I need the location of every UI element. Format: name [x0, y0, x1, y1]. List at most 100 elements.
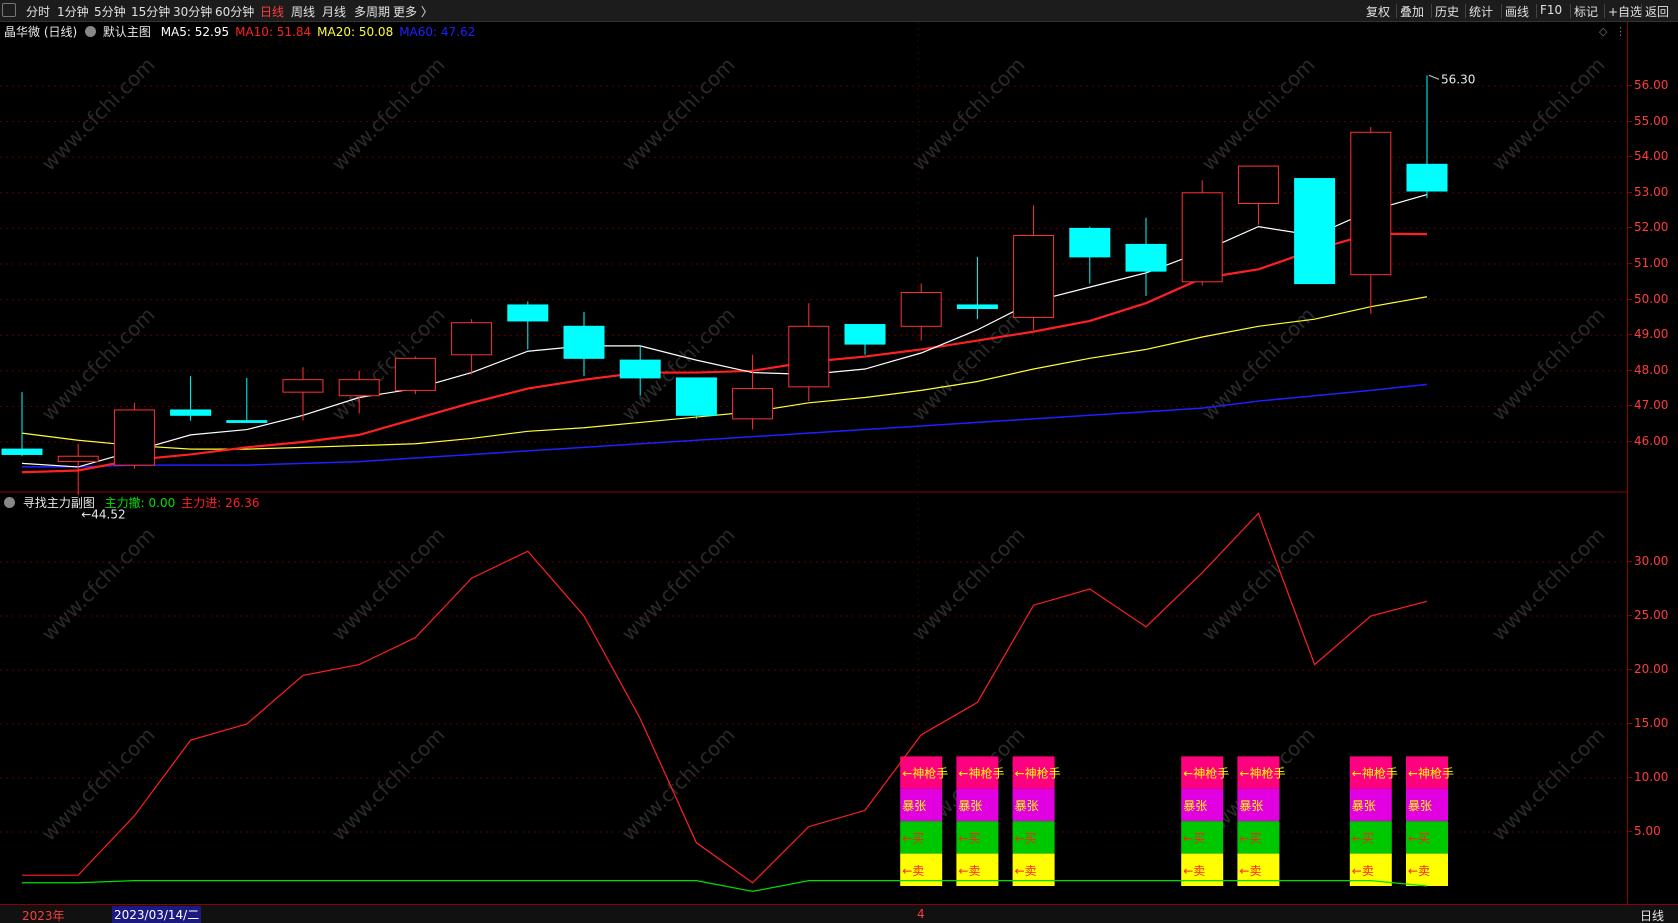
axis-tick-mark: [1628, 263, 1632, 264]
sub-indicator-menu-icon[interactable]: [4, 497, 15, 508]
tool-separator: [1431, 4, 1432, 18]
tool-button-5[interactable]: F10: [1540, 3, 1563, 17]
period-tab-8[interactable]: 月线: [322, 5, 347, 19]
signal-label: ←买: [958, 831, 980, 845]
period-tab-0[interactable]: 分时: [26, 5, 51, 19]
tool-button-7[interactable]: +自选: [1608, 5, 1643, 19]
tool-button-2[interactable]: 历史: [1435, 5, 1460, 19]
candle: [338, 370, 380, 414]
axis-tick-label: 47.00: [1634, 398, 1669, 413]
watermark-text: www.cfchi.com: [1487, 723, 1610, 846]
axis-tick-mark: [1628, 334, 1632, 336]
signal-label: ←买: [1352, 831, 1374, 845]
signal-block: [1012, 821, 1055, 854]
candle-body: [338, 379, 380, 397]
period-tab-2[interactable]: 5分钟: [94, 5, 126, 19]
signal-block: [1406, 756, 1448, 789]
candle: [732, 354, 774, 430]
watermark-text: www.cfchi.com: [1487, 523, 1610, 646]
period-tab-4[interactable]: 30分钟: [173, 5, 213, 19]
signal-block: [900, 756, 943, 789]
tool-separator: [1570, 4, 1571, 18]
period-tab-7[interactable]: 周线: [291, 5, 316, 19]
period-tab-5[interactable]: 60分钟: [215, 5, 255, 19]
tool-separator: [1536, 4, 1537, 18]
period-tab-10[interactable]: 更多 〉: [393, 5, 433, 19]
grid-lines: [0, 22, 1627, 904]
candle-body: [282, 379, 324, 393]
period-tab-9[interactable]: 多周期: [354, 5, 391, 19]
candle: [1350, 126, 1392, 314]
sub-legend: 主力撤: 0.00 主力进: 26.36: [99, 496, 260, 510]
period-label[interactable]: 日线: [1640, 909, 1665, 923]
axis-tick-mark: [1628, 227, 1632, 229]
period-tab-3[interactable]: 15分钟: [131, 5, 171, 19]
signal-label: 暴张: [1239, 799, 1263, 813]
tool-button-6[interactable]: 标记: [1574, 5, 1599, 19]
candle: [170, 376, 212, 421]
chart-area[interactable]: www.cfchi.com www.cfchi.com www.cfchi.com w…: [0, 22, 1627, 904]
period-tab-6[interactable]: 日线: [260, 5, 285, 19]
menu-corner-icon[interactable]: [2, 3, 16, 17]
tool-button-8[interactable]: 返回: [1645, 5, 1670, 19]
axis-tick-label: 20.00: [1634, 662, 1669, 676]
signal-block: [1349, 821, 1392, 854]
high-label: 56.30: [1441, 72, 1475, 86]
axis-tick-mark: [1628, 615, 1632, 616]
tool-button-1[interactable]: 叠加: [1400, 5, 1425, 19]
candle: [1013, 205, 1055, 330]
ma-legend-item-2: MA20: 50.08: [317, 25, 394, 39]
tool-button-4[interactable]: 画线: [1505, 5, 1530, 19]
signal-label: ←买: [1183, 831, 1205, 845]
watermark-text: www.cfchi.com: [907, 523, 1030, 646]
axis-tick-label: 49.00: [1634, 327, 1669, 342]
candle: [619, 345, 661, 396]
candle: [1069, 226, 1111, 284]
watermark-text: www.cfchi.com: [327, 53, 450, 176]
watermark-text: www.cfchi.com: [327, 523, 450, 646]
watermark-text: www.cfchi.com: [617, 723, 740, 846]
stock-title: 晶华微 (日线): [4, 25, 78, 39]
ma10-line: [21, 232, 1428, 474]
tool-separator: [1641, 4, 1642, 18]
candle: [563, 312, 605, 377]
signal-label: ←卖: [1183, 864, 1205, 878]
candle: [1, 392, 43, 457]
candle-body: [1406, 163, 1448, 192]
candle: [675, 377, 717, 419]
settings-icon[interactable]: ⋮: [1615, 25, 1626, 38]
axis-tick-mark: [1628, 369, 1632, 371]
axis-tick-label: 30.00: [1634, 554, 1669, 568]
sub-indicator-name[interactable]: 寻找主力副图: [22, 496, 95, 510]
signal-block: [1237, 788, 1280, 822]
candle-body: [507, 304, 549, 322]
sub-legend-item-1: 主力进: 26.36: [181, 496, 260, 510]
axis-tick-mark: [1628, 156, 1632, 158]
candle-body: [1013, 235, 1055, 318]
watermark-text: www.cfchi.com: [37, 303, 160, 426]
signal-block: [956, 756, 999, 789]
candle: [1181, 180, 1223, 286]
candle-body: [1350, 131, 1392, 276]
candle: [1294, 178, 1336, 285]
watermark-text: www.cfchi.com: [37, 723, 160, 846]
indicator-menu-icon[interactable]: [85, 26, 97, 37]
sub-panel-header: 寻找主力副图 主力撤: 0.00 主力进: 26.36: [4, 494, 259, 511]
tool-button-0[interactable]: 复权: [1366, 5, 1391, 19]
signal-block: [1406, 821, 1448, 854]
candle-body: [113, 409, 155, 466]
axis-tick-label: 46.00: [1634, 434, 1669, 448]
indicator-name[interactable]: 默认主图: [102, 25, 151, 39]
signal-label: ←买: [1015, 831, 1037, 845]
diamond-icon[interactable]: ◇: [1599, 25, 1608, 38]
axis-tick-label: 5.00: [1634, 824, 1661, 838]
candle-body: [1181, 192, 1223, 283]
signal-label: ←卖: [1239, 864, 1261, 878]
tool-button-3[interactable]: 统计: [1469, 5, 1494, 19]
ma-legend-item-1: MA10: 51.84: [235, 25, 312, 39]
period-tab-1[interactable]: 1分钟: [57, 5, 89, 19]
axis-tick-mark: [1628, 120, 1632, 122]
axis-tick-mark: [1628, 191, 1632, 193]
